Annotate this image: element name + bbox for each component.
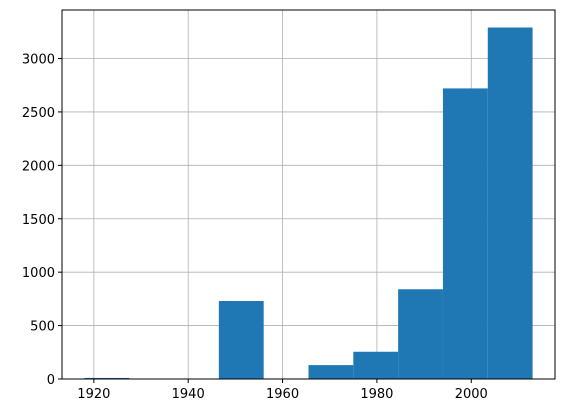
y-tick-label: 3000: [22, 53, 55, 68]
y-tick-label: 2500: [22, 106, 55, 121]
y-tick-label: 2000: [22, 159, 55, 174]
bar: [398, 289, 443, 379]
bar: [442, 88, 488, 380]
x-tick-label: 2000: [455, 387, 488, 402]
ticks: 1920 1940 1960 1980 2000 0 500 1000 1500 2000 2500…: [22, 53, 488, 402]
y-tick-label: 1500: [22, 213, 55, 228]
y-tick-label: 500: [30, 320, 55, 335]
bar: [308, 365, 354, 379]
x-tick-label: 1920: [77, 387, 110, 402]
x-tick-label: 1960: [266, 387, 299, 402]
y-tick-label: 1000: [22, 266, 55, 281]
bar: [84, 377, 130, 379]
x-tick-label: 1980: [360, 387, 393, 402]
x-tick-label: 1940: [172, 387, 205, 402]
bars: [84, 27, 533, 380]
plot-frame: [61, 9, 556, 380]
y-tick-label: 0: [47, 373, 55, 388]
bar: [487, 27, 533, 379]
bar: [218, 301, 264, 379]
bar: [353, 351, 399, 379]
